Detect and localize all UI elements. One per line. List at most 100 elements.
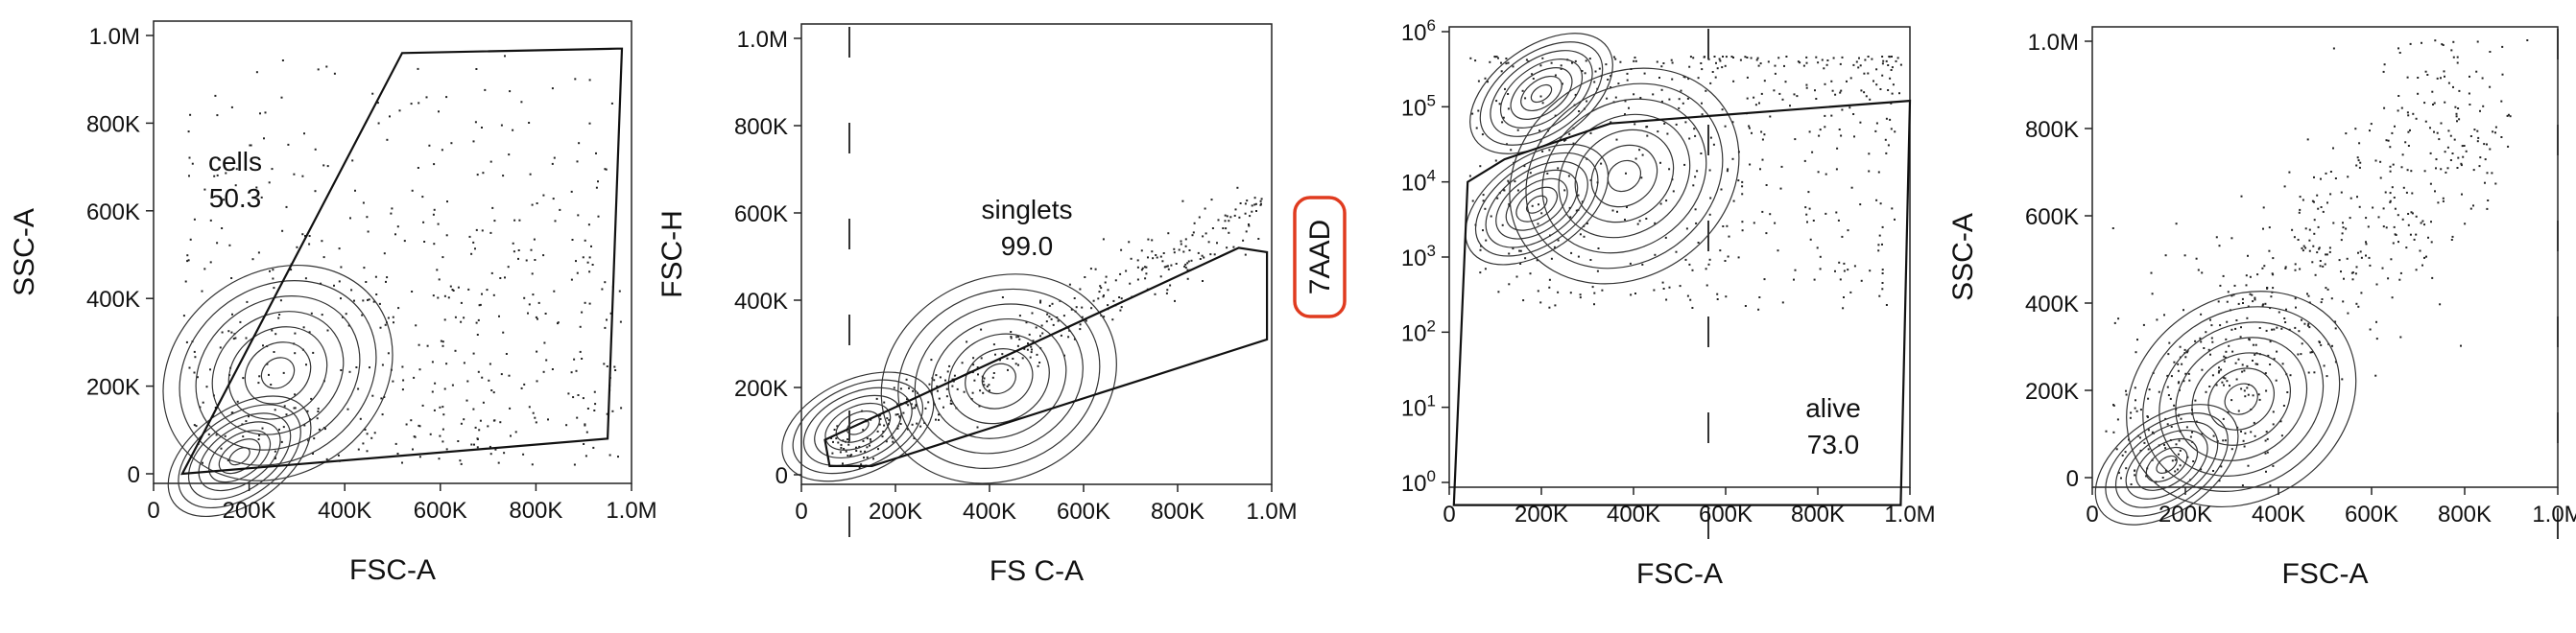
gate-label: singlets xyxy=(982,195,1073,224)
y-tick-label: 0 xyxy=(128,462,140,488)
contour-line xyxy=(178,404,301,509)
x-tick-label: 400K xyxy=(1607,502,1660,528)
contour-line xyxy=(1509,67,1740,285)
contour-line xyxy=(208,430,272,483)
x-tick-label: 800K xyxy=(509,498,562,524)
y-tick-label: 102 xyxy=(1401,316,1436,346)
contour-line xyxy=(1474,152,1599,257)
event-dots xyxy=(2105,39,2529,487)
y-tick-label: 104 xyxy=(1401,167,1436,197)
y-tick-label: 105 xyxy=(1401,91,1436,121)
y-tick-label: 1.0M xyxy=(2028,30,2079,56)
contour-line xyxy=(814,394,902,458)
x-tick-label: 600K xyxy=(414,498,467,524)
contour-line xyxy=(2207,367,2275,431)
y-tick-label: 0 xyxy=(775,463,788,489)
event-dots xyxy=(1468,56,1902,311)
x-tick-label: 800K xyxy=(1151,499,1205,525)
y-tick-label: 400K xyxy=(86,287,140,313)
contour-line xyxy=(195,295,361,451)
x-tick-label: 1.0M xyxy=(1884,502,1935,528)
y-tick-label: 800K xyxy=(2025,117,2079,143)
contour-line xyxy=(2159,321,2325,477)
plot-frame xyxy=(153,20,632,484)
event-dots xyxy=(182,55,623,466)
contour-line xyxy=(914,303,1084,455)
contour-cluster xyxy=(880,273,1117,484)
plot-1: cells 50.3 0 200K 400K 600K 800K 1.0M 0 200K 400K 6… xyxy=(9,20,657,586)
contour-cluster xyxy=(2126,291,2357,508)
contour-line xyxy=(2145,446,2188,482)
contour-line xyxy=(244,341,312,405)
plot-2: singlets 99.0 0 200K 400K 600K 800K 1.0M 0 200K 40… xyxy=(656,23,1298,587)
contour-line xyxy=(1525,195,1548,214)
y-tick-label: 200K xyxy=(2025,379,2079,405)
contour-line xyxy=(1485,160,1588,248)
contour-line xyxy=(1499,59,1584,129)
gate-label: alive xyxy=(1805,393,1861,423)
x-axis-label: FS C-A xyxy=(990,555,1084,587)
x-axis-label: FSC-A xyxy=(2282,558,2369,590)
contour-line xyxy=(947,333,1050,425)
y-tick-label: 600K xyxy=(734,201,788,227)
contour-line xyxy=(1530,83,1553,104)
contour-line xyxy=(1520,75,1562,112)
event-dots xyxy=(830,186,1263,469)
contour-line xyxy=(846,418,870,435)
gate-value: 73.0 xyxy=(1807,430,1860,459)
y-tick-label: 106 xyxy=(1401,16,1436,46)
y-axis-label: FSC-H xyxy=(656,210,688,298)
contour-line xyxy=(1590,144,1658,208)
plot-4: 0 200K 400K 600K 800K 1.0M 0 200K 400K 600K 800K 1.… xyxy=(1947,26,2576,590)
contour-line xyxy=(1479,41,1604,146)
plot-frame xyxy=(2091,26,2559,488)
contour-line xyxy=(781,371,935,482)
x-tick-label: 400K xyxy=(2252,502,2305,528)
contour-line xyxy=(227,326,328,420)
y-tick-label: 0 xyxy=(2066,466,2079,492)
contour-line xyxy=(2126,291,2357,508)
x-axis-label: FSC-A xyxy=(1636,558,1723,590)
x-tick-label: 200K xyxy=(869,499,922,525)
x-tick-label: 1.0M xyxy=(606,498,656,524)
y-tick-label: 400K xyxy=(2025,292,2079,317)
y-tick-label: 1.0M xyxy=(737,27,788,53)
contour-line xyxy=(835,410,880,443)
contour-line xyxy=(179,280,377,466)
gate-cells xyxy=(180,47,624,476)
contour-line xyxy=(1574,129,1675,223)
contour-line xyxy=(1490,50,1593,137)
plot-3: alive 73.0 0 200K 400K 600K 800K 1.0M 100 101 102 1… xyxy=(1293,16,1936,590)
y-tick-label: 600K xyxy=(86,199,140,225)
contour-line xyxy=(198,421,281,492)
contour-line xyxy=(2125,429,2208,500)
contour-line xyxy=(1541,98,1707,254)
contour-cluster xyxy=(167,395,312,518)
x-tick-label: 0 xyxy=(795,499,807,525)
contour-line xyxy=(824,402,892,451)
y-tick-label: 200K xyxy=(734,376,788,402)
contour-cluster xyxy=(162,264,394,481)
y-tick-label: 800K xyxy=(86,111,140,137)
contour-cluster xyxy=(1465,143,1610,266)
contour-line xyxy=(880,273,1117,484)
x-tick-label: 800K xyxy=(1791,502,1845,528)
y-axis-label: SSC-A xyxy=(1947,213,1979,301)
contour-line xyxy=(260,357,296,389)
contour-line xyxy=(897,288,1101,469)
contour-cluster xyxy=(781,371,935,482)
x-tick-label: 400K xyxy=(963,499,1016,525)
y-axis-label: SSC-A xyxy=(9,208,40,296)
y-tick-label: 100 xyxy=(1401,467,1436,497)
contour-line xyxy=(2156,455,2178,474)
contour-line xyxy=(162,264,394,481)
gate-label: cells xyxy=(208,147,262,176)
contour-line xyxy=(2191,352,2292,446)
contour-line xyxy=(981,363,1016,395)
y-tick-label: 400K xyxy=(734,289,788,315)
x-tick-label: 200K xyxy=(223,498,276,524)
contour-line xyxy=(1495,169,1579,240)
contour-line xyxy=(2142,306,2341,492)
contour-cluster xyxy=(1509,67,1740,285)
